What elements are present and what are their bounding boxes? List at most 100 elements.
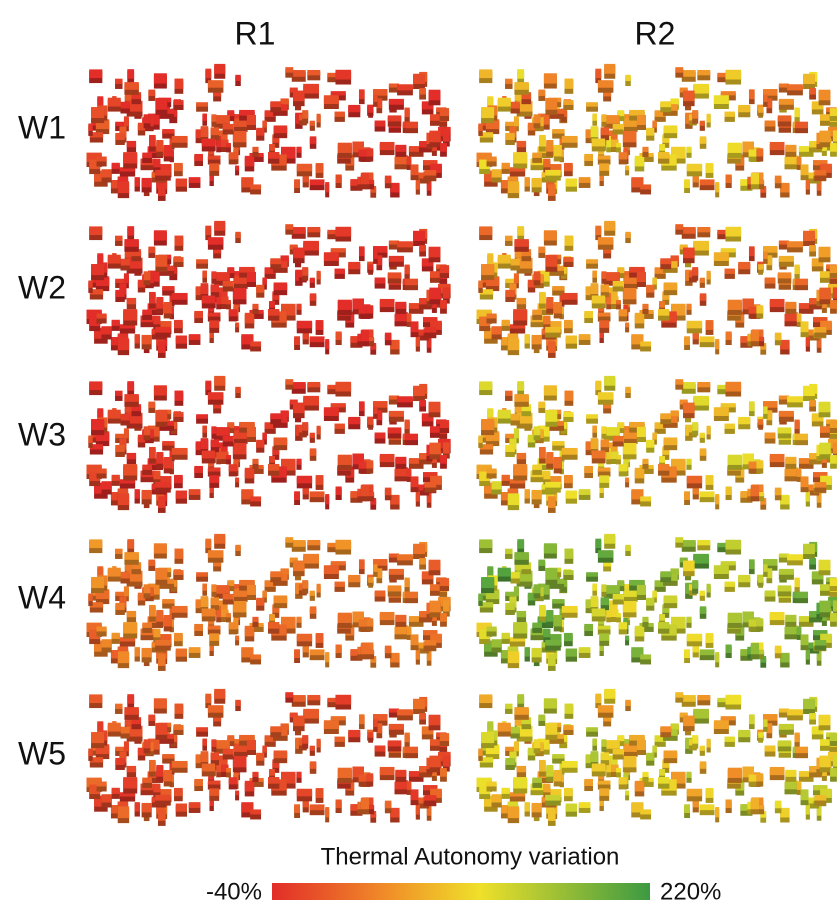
building	[619, 464, 627, 471]
building	[815, 795, 827, 801]
building	[687, 164, 702, 172]
building	[514, 239, 528, 247]
building	[302, 267, 308, 276]
building	[208, 80, 223, 88]
building	[586, 102, 598, 106]
building	[144, 426, 151, 435]
building	[543, 159, 550, 168]
building	[202, 739, 207, 746]
building	[683, 716, 695, 727]
building	[127, 381, 134, 391]
building	[700, 433, 705, 438]
building	[795, 592, 808, 598]
building	[293, 403, 305, 414]
building	[123, 622, 137, 633]
building	[172, 761, 188, 768]
building	[317, 739, 321, 748]
building	[797, 626, 802, 635]
building	[525, 489, 530, 498]
building	[285, 224, 293, 229]
building	[440, 265, 449, 273]
building	[785, 627, 799, 635]
building	[725, 269, 735, 274]
building	[819, 756, 830, 768]
building	[373, 94, 377, 102]
building	[591, 596, 599, 607]
building	[292, 70, 306, 77]
building	[728, 143, 742, 153]
building	[683, 403, 695, 414]
building	[795, 122, 808, 128]
building	[211, 739, 216, 747]
building	[395, 302, 406, 309]
building	[779, 724, 794, 730]
building	[728, 768, 742, 778]
building	[517, 694, 524, 704]
building	[440, 578, 449, 586]
building	[803, 74, 815, 84]
building	[316, 788, 324, 798]
building	[285, 537, 293, 542]
building	[108, 723, 121, 732]
building	[538, 247, 545, 253]
building	[721, 561, 736, 565]
building	[443, 755, 450, 766]
building	[425, 795, 437, 801]
building	[361, 798, 369, 809]
building	[268, 622, 279, 629]
building	[778, 272, 792, 278]
building	[395, 457, 406, 464]
building	[517, 69, 524, 79]
building	[584, 466, 593, 473]
building	[616, 143, 621, 147]
building	[149, 760, 156, 772]
building	[700, 649, 715, 655]
building	[310, 278, 315, 283]
building	[803, 544, 815, 554]
building	[335, 382, 351, 392]
building	[505, 758, 514, 765]
building	[209, 163, 219, 171]
building	[563, 725, 573, 730]
building	[616, 455, 621, 459]
building	[546, 452, 553, 464]
building	[123, 777, 137, 788]
building	[598, 467, 611, 471]
building	[285, 67, 293, 72]
building	[144, 271, 151, 280]
building	[154, 543, 167, 553]
building	[625, 323, 629, 328]
building	[235, 636, 239, 641]
building	[89, 381, 102, 390]
building	[749, 714, 755, 724]
building	[505, 133, 514, 140]
building	[148, 90, 155, 96]
building	[815, 482, 827, 488]
building	[307, 227, 320, 232]
building	[545, 482, 561, 488]
building	[700, 746, 705, 751]
building	[115, 603, 124, 610]
building	[806, 336, 810, 346]
building	[770, 142, 785, 150]
building	[801, 789, 809, 800]
building	[623, 601, 637, 612]
building	[89, 69, 102, 78]
building	[366, 460, 373, 468]
building	[687, 789, 702, 797]
building	[517, 226, 524, 236]
building	[416, 649, 420, 659]
building	[293, 91, 305, 102]
building	[508, 646, 519, 651]
building	[429, 247, 441, 258]
building	[380, 612, 395, 620]
building	[293, 716, 305, 727]
building	[196, 102, 208, 106]
building	[738, 575, 750, 582]
building	[598, 392, 613, 400]
building	[601, 752, 609, 760]
building	[292, 227, 306, 234]
building	[307, 540, 320, 545]
building	[564, 236, 573, 246]
building	[508, 801, 519, 806]
